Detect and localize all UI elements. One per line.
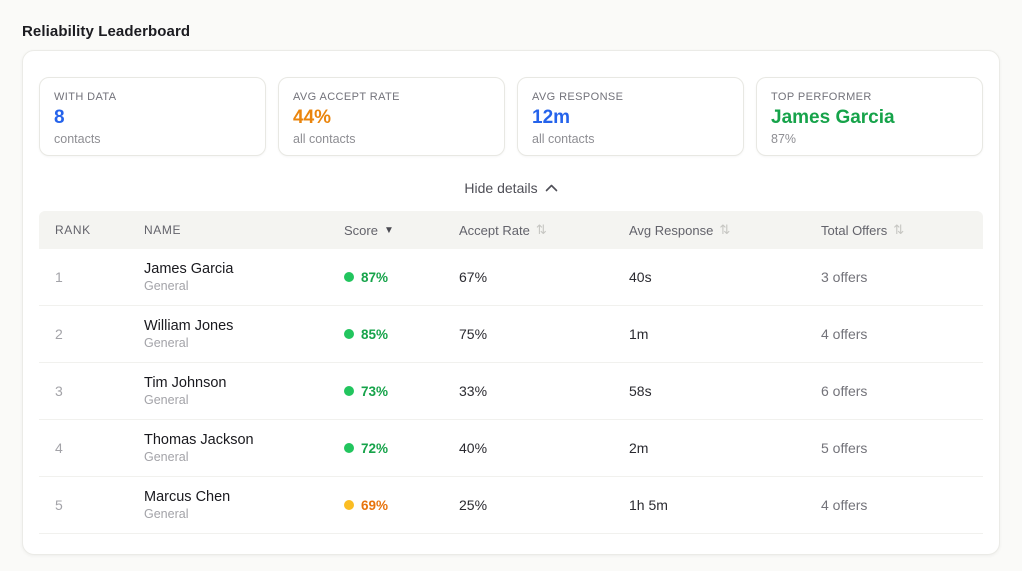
name-cell: James Garcia General [144,261,344,293]
column-label: Avg Response [629,222,714,238]
stat-value: 8 [54,107,65,128]
score-cell: 73% [344,384,459,399]
score-cell: 85% [344,327,459,342]
avg-response-cell: 40s [629,269,652,285]
contact-group: General [144,336,189,350]
contact-name: Marcus Chen [144,489,231,505]
table-header: RANK NAME Score ▼ Accept Rate ⇅ Avg Resp… [39,211,983,249]
column-label: Total Offers [821,222,888,238]
avg-response-cell: 58s [629,383,652,399]
rank-cell: 2 [55,326,63,342]
score-dot-icon [344,443,354,453]
accept-rate-cell: 25% [459,497,488,513]
stat-value: 44% [293,107,332,128]
contact-name: Thomas Jackson [144,432,254,448]
name-cell: William Jones General [144,318,344,350]
table-row: 4 Thomas Jackson General 72% 40% 2m 5 of… [39,420,983,477]
name-cell: Marcus Chen General [144,489,344,521]
column-header-avg-response[interactable]: Avg Response ⇅ [629,222,821,238]
score-cell: 87% [344,270,459,285]
avg-response-cell: 2m [629,440,649,456]
contact-name: William Jones [144,318,234,334]
stat-value: 12m [532,107,571,128]
details-toggle-wrap: Hide details [39,180,983,198]
column-header-accept-rate[interactable]: Accept Rate ⇅ [459,222,629,238]
table-row: 5 Marcus Chen General 69% 25% 1h 5m 4 of… [39,477,983,534]
stats-row: WITH DATA 8 contacts AVG ACCEPT RATE 44%… [39,77,983,156]
stat-card-top-performer: TOP PERFORMER James Garcia 87% [756,77,983,156]
score-dot-icon [344,386,354,396]
stat-label: TOP PERFORMER [771,91,872,103]
score-dot-icon [344,500,354,510]
hide-details-button[interactable]: Hide details [464,180,557,196]
avg-response-cell: 1h 5m [629,497,668,513]
stat-caption: 87% [771,131,797,146]
stat-label: AVG RESPONSE [532,91,624,103]
sort-both-icon: ⇅ [893,222,905,237]
contact-group: General [144,279,189,293]
total-offers-cell: 4 offers [821,326,868,342]
stat-caption: all contacts [532,131,595,146]
contact-name: James Garcia [144,261,234,277]
stat-caption: all contacts [293,131,356,146]
accept-rate-cell: 67% [459,269,488,285]
stat-card-avg-response: AVG RESPONSE 12m all contacts [517,77,744,156]
chevron-up-icon [545,184,558,192]
total-offers-cell: 6 offers [821,383,868,399]
leaderboard-table: RANK NAME Score ▼ Accept Rate ⇅ Avg Resp… [39,211,983,534]
score-value: 73% [361,383,389,399]
table-row: 1 James Garcia General 87% 67% 40s 3 off… [39,249,983,306]
column-header-rank: RANK [55,223,91,237]
table-row: 2 William Jones General 85% 75% 1m 4 off… [39,306,983,363]
sort-both-icon: ⇅ [535,222,547,237]
accept-rate-cell: 40% [459,440,488,456]
leaderboard-card: WITH DATA 8 contacts AVG ACCEPT RATE 44%… [22,50,1000,555]
score-value: 69% [361,497,389,513]
column-header-total-offers[interactable]: Total Offers ⇅ [821,222,983,238]
score-value: 72% [361,440,389,456]
total-offers-cell: 3 offers [821,269,868,285]
rank-cell: 5 [55,497,63,513]
accept-rate-cell: 33% [459,383,488,399]
contact-group: General [144,393,189,407]
score-value: 87% [361,269,389,285]
contact-group: General [144,507,189,521]
contact-group: General [144,450,189,464]
column-header-score[interactable]: Score ▼ [344,223,459,238]
score-value: 85% [361,326,389,342]
contact-name: Tim Johnson [144,375,227,391]
accept-rate-cell: 75% [459,326,488,342]
score-cell: 72% [344,441,459,456]
rank-cell: 3 [55,383,63,399]
stat-label: AVG ACCEPT RATE [293,91,400,103]
column-label: Accept Rate [459,222,530,238]
total-offers-cell: 4 offers [821,497,868,513]
score-dot-icon [344,329,354,339]
avg-response-cell: 1m [629,326,649,342]
column-header-name: NAME [144,223,182,237]
name-cell: Tim Johnson General [144,375,344,407]
sort-both-icon: ⇅ [719,222,731,237]
table-row: 3 Tim Johnson General 73% 33% 58s 6 offe… [39,363,983,420]
hide-details-label: Hide details [464,180,538,196]
stat-value: James Garcia [771,107,895,128]
stat-label: WITH DATA [54,91,117,103]
score-cell: 69% [344,498,459,513]
page-title: Reliability Leaderboard [22,23,191,40]
stat-card-with-data: WITH DATA 8 contacts [39,77,266,156]
rank-cell: 4 [55,440,63,456]
rank-cell: 1 [55,269,63,285]
total-offers-cell: 5 offers [821,440,868,456]
stat-caption: contacts [54,131,101,146]
name-cell: Thomas Jackson General [144,432,344,464]
column-label: Score [344,222,378,238]
score-dot-icon [344,272,354,282]
sort-desc-icon: ▼ [383,224,394,236]
stat-card-avg-accept-rate: AVG ACCEPT RATE 44% all contacts [278,77,505,156]
